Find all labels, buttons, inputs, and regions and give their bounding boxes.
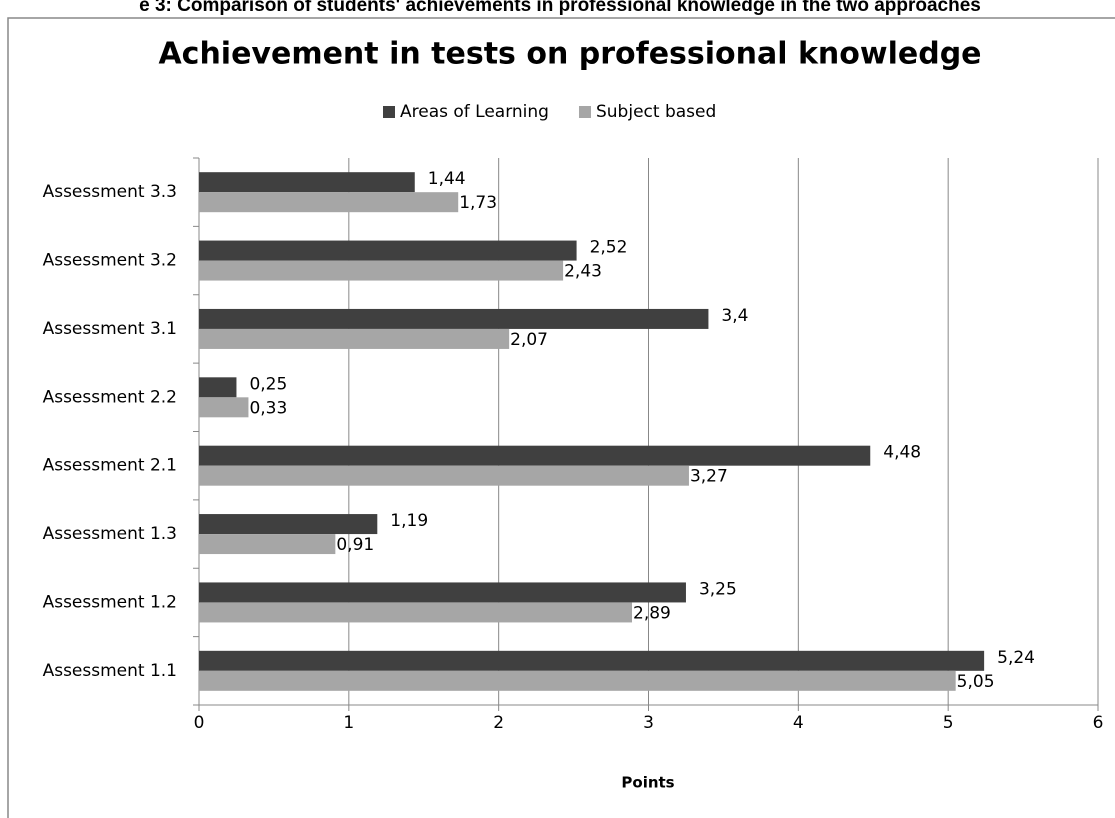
y-tick-label: Assessment 1.2: [43, 592, 177, 612]
legend-label: Areas of Learning: [400, 102, 549, 122]
data-label: 3,27: [690, 467, 728, 487]
y-tick-label: Assessment 3.2: [43, 251, 177, 271]
data-label: 1,19: [390, 511, 428, 531]
bar: [199, 670, 956, 691]
bar: [199, 192, 459, 213]
legend-swatch: [383, 106, 395, 118]
x-tick-label: 0: [194, 713, 205, 733]
y-tick-label: Assessment 3.1: [43, 319, 177, 339]
chart-frame: [7, 17, 1115, 818]
x-tick-label: 1: [343, 713, 354, 733]
data-label: 1,73: [459, 193, 497, 213]
bar: [199, 260, 564, 281]
bar: [199, 514, 378, 535]
bar: [199, 377, 237, 398]
bar: [199, 650, 985, 671]
data-label: 0,25: [249, 374, 287, 394]
x-tick-label: 6: [1093, 713, 1104, 733]
data-label: 4,48: [883, 443, 921, 463]
data-label: 2,07: [510, 330, 548, 350]
data-label: 2,43: [564, 262, 602, 282]
y-tick-label: Assessment 2.1: [43, 456, 177, 476]
legend-swatch: [578, 106, 591, 118]
caption: e 3: Comparison of students' achievement…: [139, 0, 981, 16]
data-label: 5,24: [997, 648, 1035, 668]
data-label: 5,05: [957, 672, 995, 692]
y-tick-label: Assessment 2.2: [43, 387, 177, 407]
x-tick-label: 5: [943, 713, 954, 733]
x-tick-label: 3: [643, 713, 654, 733]
data-label: 2,89: [633, 603, 671, 623]
data-label: 0,33: [249, 398, 287, 418]
bar: [199, 445, 871, 466]
y-tick-label: Assessment 3.3: [43, 182, 177, 202]
data-label: 2,52: [590, 238, 628, 258]
legend-label: Subject based: [596, 102, 716, 122]
data-label: 3,4: [721, 306, 748, 326]
bar: [199, 328, 510, 349]
bar: [199, 308, 709, 329]
bar: [199, 397, 249, 418]
data-label: 0,91: [336, 535, 374, 555]
x-axis-label: Points: [621, 774, 674, 792]
data-label: 1,44: [428, 169, 466, 189]
y-tick-label: Assessment 1.3: [43, 524, 177, 544]
bar: [199, 172, 415, 193]
bar: [199, 465, 689, 486]
bar: [199, 582, 686, 603]
bar: [199, 602, 633, 623]
x-tick-label: 2: [493, 713, 504, 733]
y-tick-label: Assessment 1.1: [43, 661, 177, 681]
x-tick-label: 4: [793, 713, 804, 733]
chart-title: Achievement in tests on professional kno…: [158, 37, 981, 72]
bar: [199, 534, 336, 555]
data-label: 3,25: [699, 579, 737, 599]
bar: [199, 240, 577, 261]
